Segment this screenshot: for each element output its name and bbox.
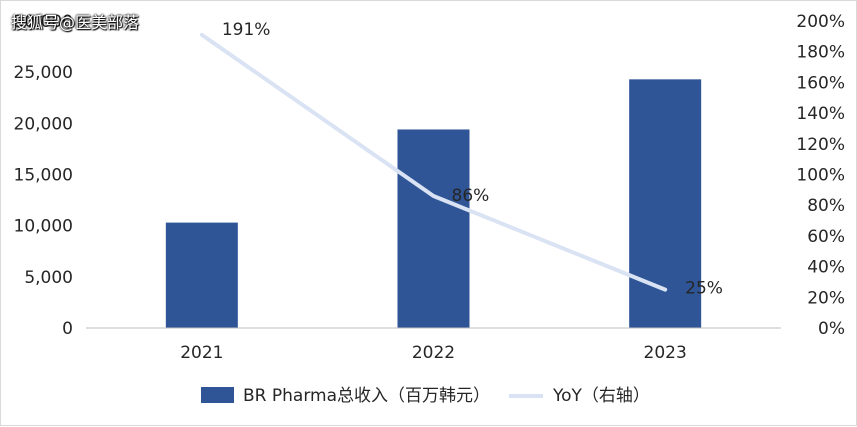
right-axis-tick-label: 80% xyxy=(807,196,845,216)
x-axis-tick-label: 2022 xyxy=(412,343,455,363)
yoy-data-label: 191% xyxy=(222,20,271,40)
bar-2023 xyxy=(629,79,702,328)
left-axis-tick-label: 30,000 xyxy=(14,12,73,32)
legend-label-yoy: YoY（右轴） xyxy=(552,386,650,406)
right-axis-tick-label: 160% xyxy=(796,73,845,93)
right-axis-tick-label: 0% xyxy=(818,319,845,339)
legend-label-revenue: BR Pharma总收入（百万韩元） xyxy=(243,386,490,406)
left-axis-tick-label: 10,000 xyxy=(14,217,73,237)
yoy-data-label: 25% xyxy=(685,279,723,299)
yoy-line xyxy=(199,32,668,292)
left-axis-tick-label: 0 xyxy=(62,319,73,339)
right-axis-tick-label: 40% xyxy=(807,258,845,278)
watermark: 搜狐号@医美部落 xyxy=(11,13,140,32)
left-axis-tick-label: 5,000 xyxy=(24,268,73,288)
right-axis-tick-label: 120% xyxy=(796,135,845,155)
x-axis-tick-label: 2023 xyxy=(644,343,687,363)
right-axis-tick-label: 100% xyxy=(796,166,845,186)
left-axis-tick-label: 25,000 xyxy=(14,63,73,83)
left-axis-tick-label: 15,000 xyxy=(14,166,73,186)
right-axis-tick-label: 60% xyxy=(807,227,845,247)
right-axis-tick-label: 180% xyxy=(796,43,845,63)
right-axis-tick-label: 140% xyxy=(796,104,845,124)
legend-swatch-revenue xyxy=(201,387,234,403)
right-axis-tick-label: 20% xyxy=(807,288,845,308)
yoy-data-label: 86% xyxy=(452,186,490,206)
bar-2021 xyxy=(165,222,238,328)
right-axis-tick-label: 200% xyxy=(796,12,845,32)
left-axis-tick-label: 20,000 xyxy=(14,114,73,134)
x-axis-tick-label: 2021 xyxy=(180,343,223,363)
bar-2022 xyxy=(397,129,470,328)
